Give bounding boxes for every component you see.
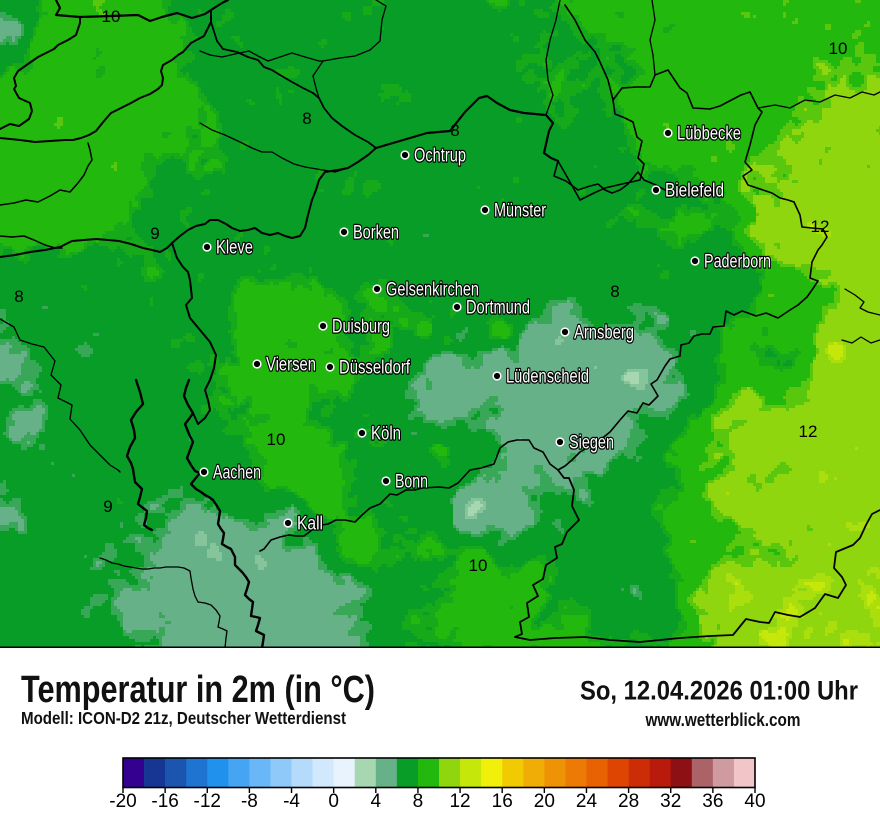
svg-text:16: 16 [492,791,513,812]
svg-text:8: 8 [14,287,23,306]
svg-text:10: 10 [102,7,121,26]
svg-text:Siegen: Siegen [569,433,614,454]
svg-text:Düsseldorf: Düsseldorf [339,358,411,379]
svg-text:12: 12 [449,791,470,812]
svg-text:24: 24 [576,791,598,812]
svg-text:32: 32 [660,791,681,812]
svg-text:Dortmund: Dortmund [466,298,530,319]
svg-text:8: 8 [413,791,424,812]
svg-text:Bielefeld: Bielefeld [665,181,724,202]
svg-text:Kall: Kall [297,514,323,535]
svg-text:10: 10 [469,556,488,575]
svg-text:8: 8 [450,121,459,140]
svg-text:Modell: ICON-D2 21z, Deutscher: Modell: ICON-D2 21z, Deutscher Wetterdie… [21,708,346,728]
svg-text:4: 4 [371,791,382,812]
svg-text:-8: -8 [241,791,258,812]
svg-text:Bonn: Bonn [395,472,428,493]
svg-text:Paderborn: Paderborn [704,252,771,273]
svg-text:Lübbecke: Lübbecke [677,124,741,145]
svg-text:0: 0 [328,791,339,812]
svg-text:Ochtrup: Ochtrup [414,146,466,167]
svg-text:Viersen: Viersen [266,355,316,376]
svg-text:-12: -12 [194,791,221,812]
svg-text:Münster: Münster [494,201,547,222]
svg-text:-16: -16 [151,791,178,812]
svg-text:10: 10 [829,39,848,58]
svg-text:12: 12 [811,217,830,236]
svg-text:9: 9 [103,497,112,516]
svg-text:Arnsberg: Arnsberg [574,323,634,344]
svg-text:Aachen: Aachen [213,463,261,484]
svg-text:8: 8 [302,109,311,128]
svg-text:Kleve: Kleve [216,238,253,259]
svg-text:Lüdenscheid: Lüdenscheid [506,367,589,388]
svg-text:28: 28 [618,791,639,812]
svg-text:www.wetterblick.com: www.wetterblick.com [645,710,801,730]
svg-text:So, 12.04.2026 01:00 Uhr: So, 12.04.2026 01:00 Uhr [580,676,858,706]
svg-text:-4: -4 [283,791,300,812]
svg-text:9: 9 [150,224,159,243]
svg-text:20: 20 [534,791,555,812]
svg-text:12: 12 [799,422,818,441]
svg-text:40: 40 [744,791,765,812]
svg-text:36: 36 [702,791,723,812]
svg-text:Duisburg: Duisburg [332,317,390,338]
svg-text:10: 10 [267,430,286,449]
svg-text:8: 8 [610,282,619,301]
svg-text:Köln: Köln [371,424,401,445]
svg-text:Borken: Borken [353,223,399,244]
svg-text:Gelsenkirchen: Gelsenkirchen [386,280,479,301]
svg-text:Temperatur in 2m (in °C): Temperatur in 2m (in °C) [21,669,375,711]
svg-text:-20: -20 [109,791,136,812]
